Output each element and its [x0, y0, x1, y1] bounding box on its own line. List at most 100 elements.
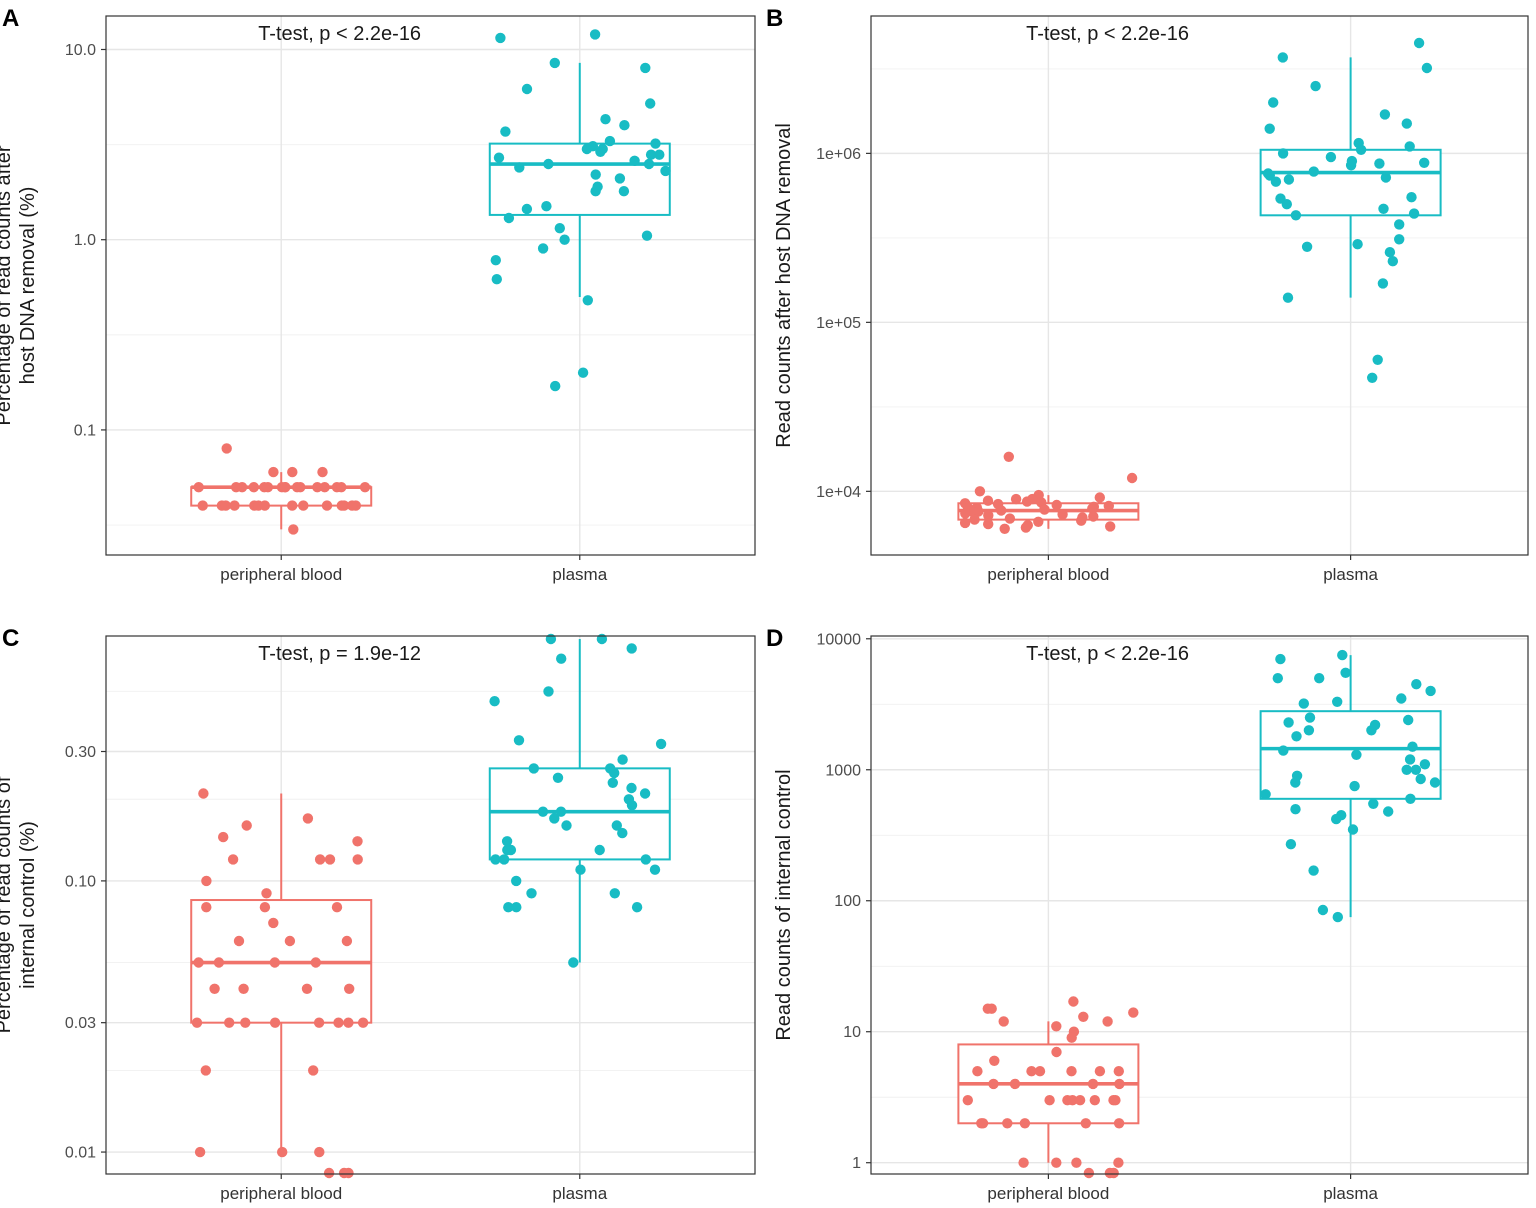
data-point: [1387, 256, 1399, 267]
data-point: [262, 482, 274, 493]
data-point: [1126, 472, 1138, 484]
data-point: [1113, 1066, 1125, 1077]
data-point: [641, 230, 653, 241]
data-point: [604, 135, 616, 147]
data-point: [1051, 1021, 1062, 1032]
data-point: [344, 983, 355, 994]
data-point: [1290, 210, 1302, 221]
data-point: [1415, 773, 1426, 785]
data-point: [1380, 172, 1392, 183]
data-point: [319, 482, 330, 493]
data-point: [1404, 141, 1415, 152]
data-point: [549, 813, 560, 824]
data-point: [241, 820, 252, 831]
data-point: [1080, 1118, 1092, 1129]
data-point: [314, 854, 326, 865]
data-point: [960, 508, 971, 519]
panel-border: [105, 635, 756, 1175]
data-point: [198, 788, 209, 799]
panel-border: [870, 15, 1529, 556]
data-point: [1331, 813, 1342, 825]
data-point: [617, 754, 628, 765]
data-point: [1425, 685, 1436, 697]
x-tick-label: peripheral blood: [987, 1184, 1109, 1203]
data-point: [1337, 649, 1348, 661]
data-point: [1396, 693, 1407, 704]
data-point: [1317, 904, 1329, 916]
data-point: [549, 57, 560, 69]
ttest-annotation: T-test, p < 2.2e-16: [1026, 643, 1189, 665]
data-point: [595, 146, 606, 157]
data-point: [577, 367, 589, 378]
series-peripheral-blood: [957, 996, 1140, 1179]
data-point: [640, 854, 651, 865]
data-point: [1268, 97, 1279, 108]
data-point: [974, 486, 986, 497]
data-point: [977, 1118, 989, 1129]
data-point: [988, 1078, 999, 1090]
y-axis-label: Read counts of internal control: [773, 769, 795, 1040]
data-point: [521, 203, 533, 215]
data-point: [1404, 754, 1416, 765]
data-point: [1405, 793, 1416, 804]
data-point: [999, 523, 1010, 534]
data-point: [1308, 166, 1320, 177]
panel-b: 1e+04 1e+05 1e+06 peripheral blood plasma T-t…: [766, 5, 1529, 584]
data-point: [650, 138, 661, 149]
data-point: [537, 243, 549, 254]
panel-label: C: [2, 625, 19, 652]
data-point: [1413, 37, 1425, 49]
data-point: [312, 482, 323, 493]
y-tick-label: 1e+04: [816, 484, 861, 501]
data-point: [629, 155, 640, 166]
series-peripheral-blood: [190, 788, 373, 1179]
data-point: [1078, 1011, 1089, 1022]
data-point: [233, 935, 245, 947]
data-point: [1290, 804, 1301, 815]
data-point: [1010, 493, 1022, 505]
data-point: [343, 1017, 354, 1028]
data-point: [1352, 239, 1363, 250]
data-point: [1128, 1007, 1139, 1018]
data-point: [220, 500, 231, 511]
data-point: [643, 158, 655, 170]
data-point: [1088, 511, 1099, 522]
y-tick-label: 10000: [817, 631, 862, 648]
ttest-annotation: T-test, p < 2.2e-16: [1026, 23, 1189, 45]
data-point: [521, 83, 533, 95]
data-point: [493, 152, 505, 163]
data-point: [1379, 109, 1391, 120]
data-point: [317, 466, 328, 478]
data-point: [582, 295, 593, 306]
data-point: [359, 482, 371, 493]
data-point: [343, 1167, 354, 1179]
data-point: [1401, 764, 1412, 775]
data-point: [1270, 176, 1282, 187]
data-point: [982, 495, 994, 506]
data-point: [357, 1017, 369, 1028]
data-point: [227, 854, 239, 865]
series-plasma: [1259, 649, 1442, 923]
ttest-annotation: T-test, p < 2.2e-16: [258, 23, 421, 45]
data-point: [1374, 158, 1385, 169]
data-point: [1003, 451, 1014, 462]
y-tick-label: 100: [834, 893, 861, 910]
data-point: [1278, 745, 1289, 756]
data-point: [288, 524, 299, 535]
data-point: [1002, 1118, 1013, 1129]
data-point: [331, 902, 343, 913]
data-point: [500, 126, 511, 137]
data-point: [302, 813, 314, 824]
data-point: [1372, 354, 1383, 365]
data-point: [209, 983, 220, 994]
series-peripheral-blood: [957, 451, 1140, 534]
data-point: [308, 1065, 319, 1076]
data-point: [513, 735, 525, 746]
data-point: [1277, 52, 1289, 63]
data-point: [1074, 1095, 1086, 1106]
data-point: [346, 500, 358, 511]
data-point: [545, 633, 557, 645]
y-tick-label: 0.01: [65, 1145, 96, 1162]
data-point: [197, 500, 208, 511]
data-point: [194, 1146, 206, 1158]
